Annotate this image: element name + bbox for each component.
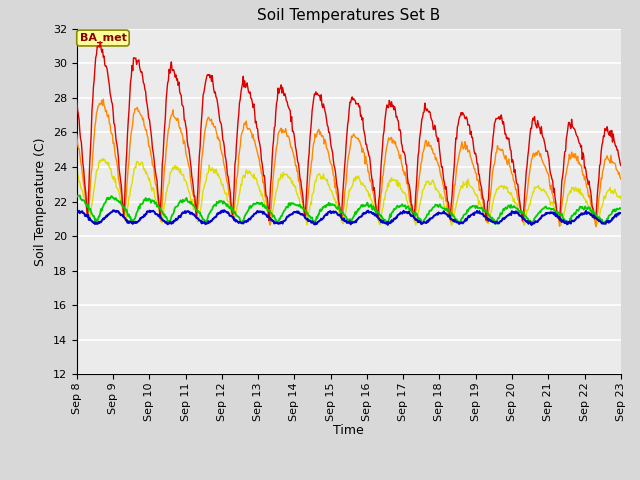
X-axis label: Time: Time bbox=[333, 423, 364, 437]
Legend: -2cm, -4cm, -8cm, -16cm, -32cm: -2cm, -4cm, -8cm, -16cm, -32cm bbox=[160, 478, 538, 480]
Title: Soil Temperatures Set B: Soil Temperatures Set B bbox=[257, 9, 440, 24]
Y-axis label: Soil Temperature (C): Soil Temperature (C) bbox=[35, 137, 47, 266]
Text: BA_met: BA_met bbox=[79, 33, 126, 43]
